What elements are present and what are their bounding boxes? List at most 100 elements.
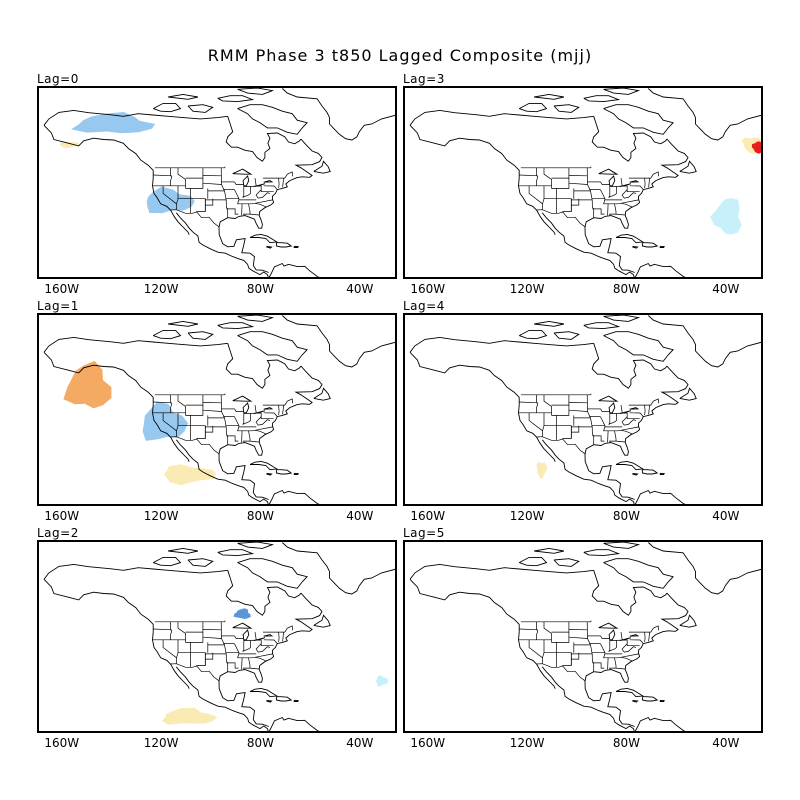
coastline [281, 315, 395, 368]
lon-tick: 120W [509, 509, 545, 523]
lon-tick: 40W [712, 282, 740, 296]
coastline [237, 104, 308, 135]
map-panel: Lag=2 160W 120W 80W 40W [37, 526, 397, 750]
coastline [152, 556, 182, 567]
state-border [254, 656, 267, 662]
coastline [237, 331, 308, 362]
state-border [528, 412, 543, 437]
coastline [263, 407, 274, 410]
coastline [659, 699, 665, 702]
state-border [608, 413, 617, 425]
lon-tick: 120W [509, 282, 545, 296]
coastline [237, 558, 308, 589]
state-border [242, 395, 251, 402]
map-frame [37, 313, 397, 506]
state-border [544, 652, 593, 655]
state-border [536, 436, 586, 455]
state-border [592, 435, 605, 442]
state-border [620, 202, 633, 208]
state-border [196, 425, 206, 439]
coastline [242, 629, 250, 641]
state-border [551, 405, 570, 416]
map-svg [409, 542, 761, 731]
anomaly-patch-dark-blue [233, 608, 251, 619]
state-border [233, 189, 240, 199]
state-border [278, 632, 280, 643]
state-border [176, 639, 179, 658]
state-border [608, 639, 611, 652]
map-svg [43, 542, 395, 731]
state-border [621, 419, 637, 426]
state-border [615, 440, 625, 443]
coastline [583, 322, 621, 330]
lon-tick: 80W [612, 282, 640, 296]
coastline [608, 629, 616, 641]
coastline [634, 262, 686, 277]
coastline [263, 180, 274, 183]
state-border [621, 189, 628, 196]
state-border [254, 429, 267, 435]
state-border [644, 632, 646, 643]
state-border [608, 395, 617, 402]
state-border [600, 635, 610, 639]
state-border [263, 639, 278, 644]
state-border [562, 652, 572, 666]
state-border [170, 436, 220, 455]
state-border [543, 621, 552, 643]
coastline [218, 365, 323, 456]
coastline [541, 212, 635, 277]
coastline [534, 547, 565, 554]
coastline [659, 472, 665, 475]
state-border [242, 639, 245, 652]
coastline [175, 439, 269, 504]
coastline [409, 351, 556, 462]
coastline [268, 262, 320, 277]
state-border [249, 440, 259, 443]
coastline [632, 700, 639, 703]
longitude-ticks: 160W 120W 80W 40W [403, 509, 763, 523]
state-border [243, 657, 251, 670]
state-border [628, 398, 660, 406]
state-border [237, 426, 273, 432]
state-border [568, 409, 588, 412]
anomaly-patch-mid-blue [71, 112, 156, 134]
coastline [641, 469, 659, 475]
state-border [626, 185, 640, 193]
state-border [255, 643, 262, 650]
state-border [621, 643, 628, 650]
coastline [281, 88, 395, 141]
coastline [603, 315, 641, 322]
longitude-ticks: 160W 120W 80W 40W [37, 736, 397, 750]
state-border [551, 178, 570, 189]
state-border [592, 208, 605, 215]
lon-tick: 40W [346, 282, 374, 296]
lon-tick: 80W [246, 509, 274, 523]
state-border [551, 394, 570, 406]
lon-tick: 120W [509, 736, 545, 750]
coastline [584, 680, 635, 727]
lon-tick: 80W [246, 736, 274, 750]
state-border [282, 405, 284, 415]
lon-tick: 160W [410, 736, 446, 750]
coastline [249, 233, 279, 244]
coastline [275, 696, 293, 702]
coastline [187, 104, 214, 113]
map-frame [403, 540, 763, 733]
state-border [620, 178, 623, 186]
state-border [609, 657, 617, 670]
state-border [592, 652, 623, 655]
coastline [293, 245, 299, 248]
state-border [542, 639, 545, 658]
state-border [154, 620, 226, 623]
map-frame [403, 86, 763, 279]
anomaly-patch-mid-blue [142, 401, 188, 441]
map-svg [409, 88, 761, 277]
state-border [153, 174, 172, 177]
state-border [282, 178, 284, 188]
map-panel: Lag=1 160W 120W 80W 40W [37, 299, 397, 523]
state-border [608, 186, 617, 198]
coastline [168, 93, 199, 100]
coastline [43, 578, 190, 689]
panel-label: Lag=2 [37, 526, 79, 540]
state-border [226, 198, 257, 201]
